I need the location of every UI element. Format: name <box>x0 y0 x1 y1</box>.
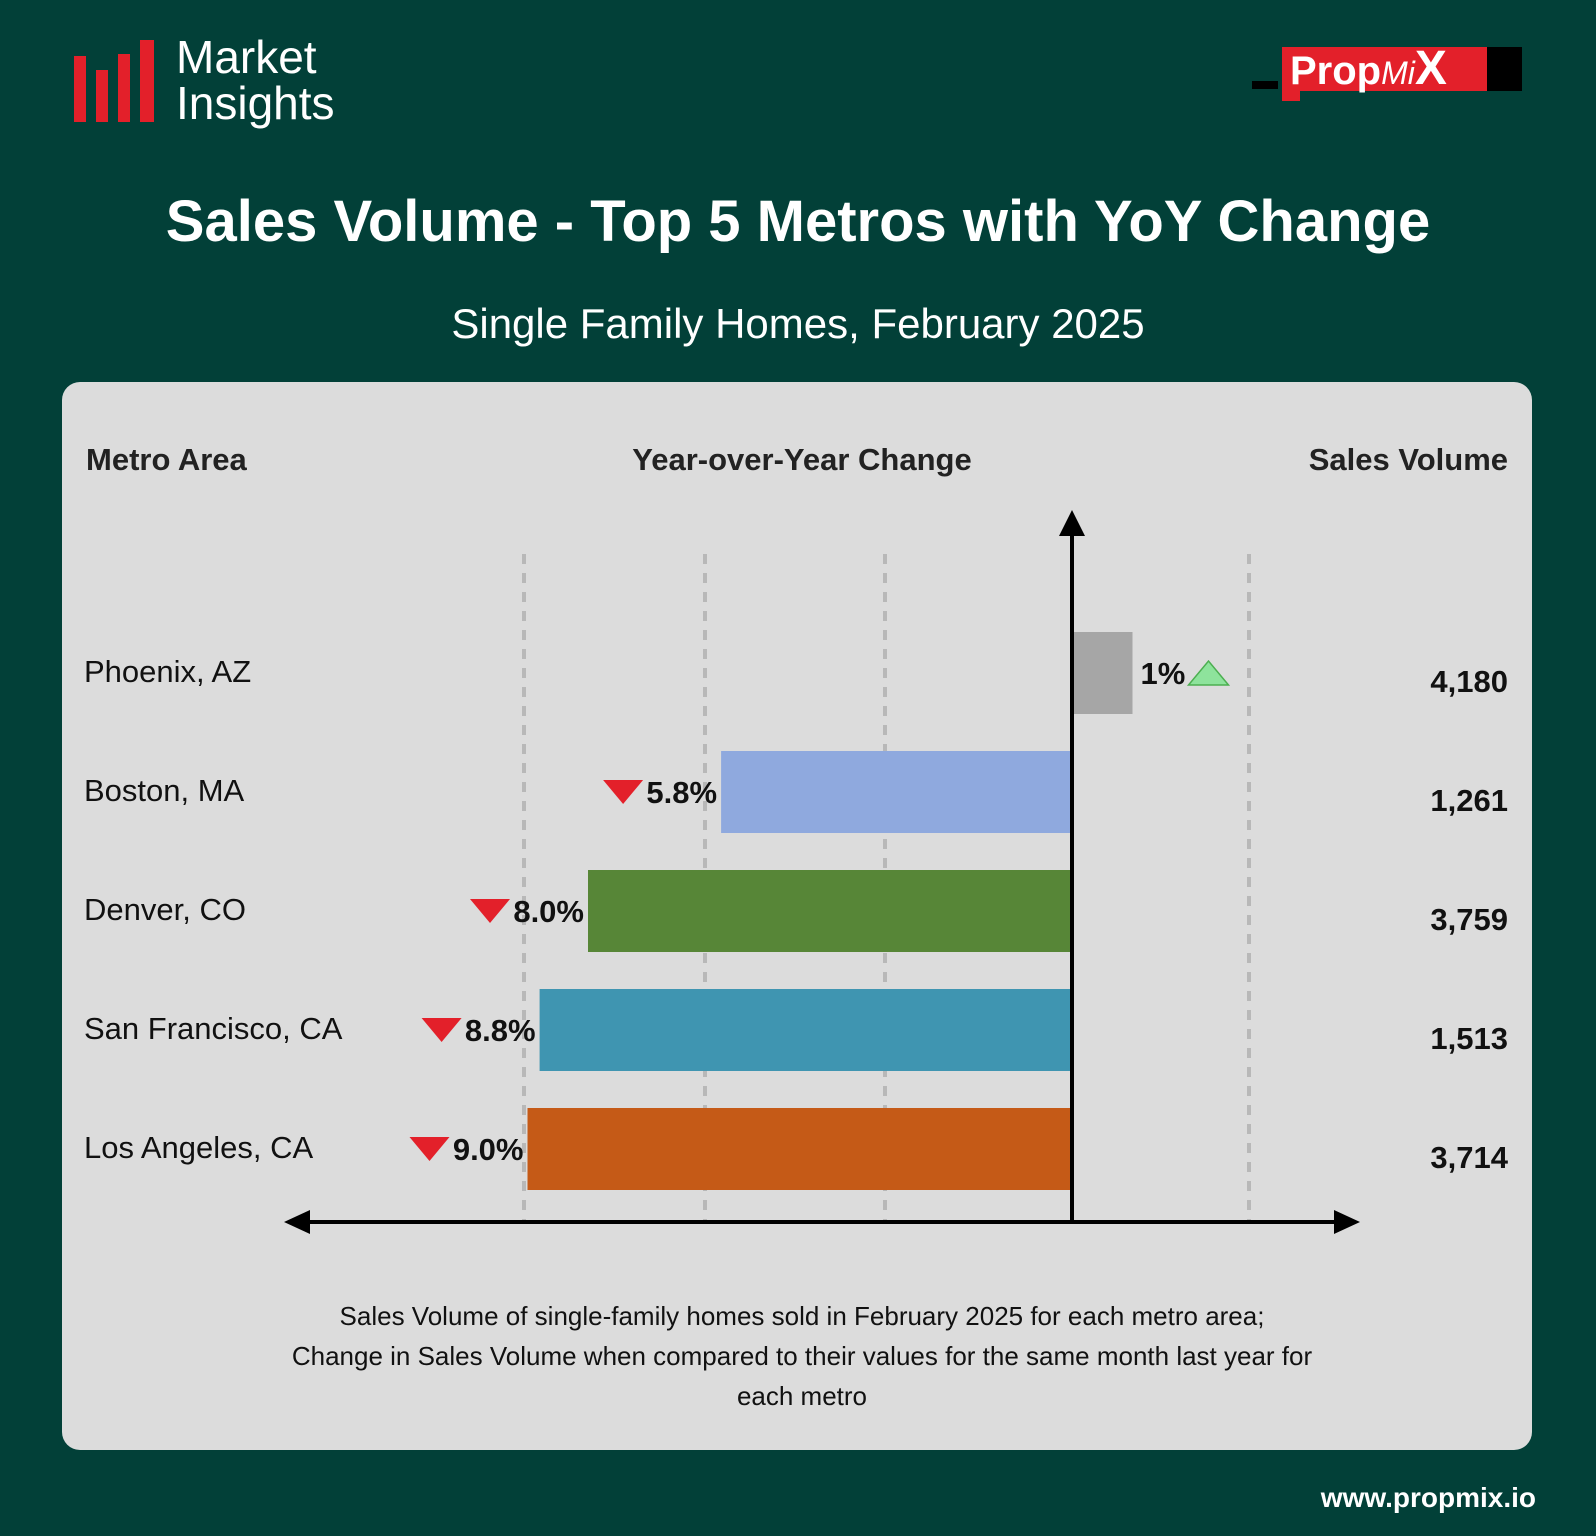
metro-label: Boston, MA <box>84 773 245 808</box>
bar-2 <box>588 870 1072 952</box>
down-arrow-icon-4 <box>409 1137 450 1161</box>
data-label-3: 8.8% <box>465 1013 536 1048</box>
metro-label: Phoenix, AZ <box>84 654 252 689</box>
up-arrow-icon-0 <box>1186 659 1231 686</box>
x-axis-left-arrow-icon <box>284 1210 310 1234</box>
bar-3 <box>539 989 1072 1071</box>
website-url: www.propmix.io <box>1320 1482 1536 1513</box>
bar-1 <box>721 751 1072 833</box>
x-axis-right-arrow-icon <box>1334 1210 1360 1234</box>
footnote-line-3: each metro <box>736 1381 868 1411</box>
yoy-change-bar-chart: 1% 5.8% 8.0% 8.8% 9.0% <box>284 510 1360 1234</box>
logo-line-1: Market <box>176 31 317 83</box>
propmix-logo: PropMiX <box>1252 45 1522 105</box>
footnote-line-1: Sales Volume of single-family homes sold… <box>339 1301 1265 1331</box>
down-arrow-icon-1 <box>603 780 644 804</box>
page-title: Sales Volume - Top 5 Metros with YoY Cha… <box>165 189 1431 254</box>
sales-volume-value: 3,759 <box>1430 902 1508 937</box>
column-header-change: Year-over-Year Change <box>632 442 972 477</box>
propmix-logo-red-block: PropMiX <box>1282 45 1487 93</box>
chart-footnote: Sales Volume of single-family homes sold… <box>212 1296 1392 1416</box>
market-insights-logo-text: Market Insights <box>176 34 335 126</box>
propmix-logo-dash <box>1252 81 1278 89</box>
bar-0 <box>1072 632 1133 714</box>
sales-volume-value: 1,513 <box>1430 1021 1508 1056</box>
logo-line-2: Insights <box>176 77 335 129</box>
down-arrow-icon-2 <box>470 899 510 923</box>
data-label-4: 9.0% <box>453 1132 524 1167</box>
propmix-logo-dash-red <box>1282 91 1300 101</box>
y-axis-arrow-icon <box>1059 510 1085 536</box>
sales-volume-value: 3,714 <box>1430 1140 1508 1175</box>
footnote-line-2: Change in Sales Volume when compared to … <box>291 1341 1313 1371</box>
data-label-1: 5.8% <box>646 775 717 810</box>
brand-prefix: Prop <box>1290 49 1382 93</box>
brand-mi: Mi <box>1381 55 1415 91</box>
data-label-0: 1% <box>1141 656 1186 691</box>
column-header-metro: Metro Area <box>86 442 247 477</box>
metro-label: Denver, CO <box>84 892 246 927</box>
down-arrow-icon-3 <box>421 1018 462 1042</box>
column-header-volume: Sales Volume <box>1308 442 1508 477</box>
chart-panel: Metro Area Year-over-Year Change Sales V… <box>62 382 1532 1450</box>
sales-volume-value: 1,261 <box>1430 783 1508 818</box>
metro-label: San Francisco, CA <box>84 1011 343 1046</box>
data-label-2: 8.0% <box>513 894 584 929</box>
brand-x: X <box>1414 42 1447 95</box>
bar-4 <box>527 1108 1072 1190</box>
sales-volume-value: 4,180 <box>1430 664 1508 699</box>
page-subtitle: Single Family Homes, February 2025 <box>451 300 1145 347</box>
market-insights-logo-icon <box>74 40 154 122</box>
metro-label: Los Angeles, CA <box>84 1130 314 1165</box>
